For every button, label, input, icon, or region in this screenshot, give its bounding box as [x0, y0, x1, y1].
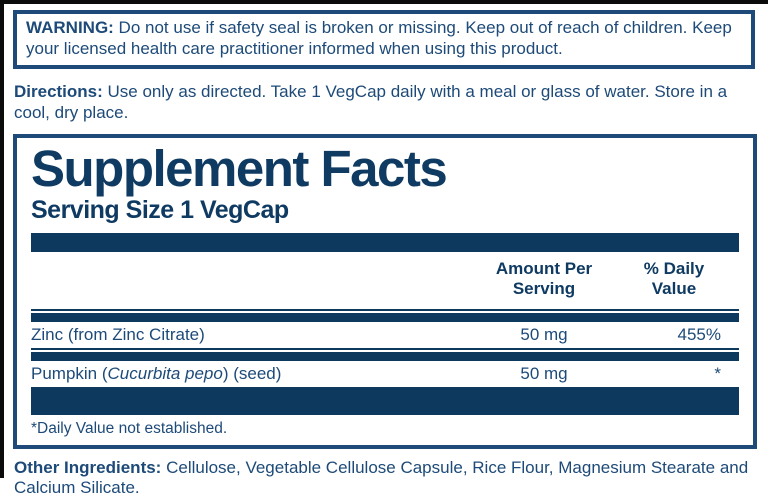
- table-row-pumpkin: Pumpkin (Cucurbita pepo) (seed) 50 mg *: [31, 361, 739, 387]
- directions-label: Directions:: [14, 82, 103, 102]
- ingredient-amount: 50 mg: [520, 324, 568, 344]
- warning-text: Do not use if safety seal is broken or m…: [26, 18, 732, 58]
- divider-bar-mid: [31, 347, 739, 361]
- other-ingredients-label: Other Ingredients:: [14, 457, 162, 477]
- ingredient-amount: 50 mg: [520, 363, 568, 383]
- supplement-facts-title: Supplement Facts: [31, 139, 448, 197]
- ingredient-daily-value: *: [714, 363, 721, 383]
- column-header-percent-daily-value: % Daily Value: [643, 259, 705, 299]
- divider-bar-header: [31, 308, 739, 322]
- ingredient-name: Zinc (from Zinc Citrate): [31, 324, 205, 344]
- ingredient-name: Pumpkin (Cucurbita pepo) (seed): [31, 363, 282, 383]
- column-header-amount-per-serving: Amount Per Serving: [495, 259, 593, 299]
- ingredient-daily-value: 455%: [677, 324, 721, 344]
- serving-size: Serving Size 1 VegCap: [31, 195, 289, 224]
- directions-text: Use only as directed. Take 1 VegCap dail…: [14, 82, 728, 123]
- other-ingredients: Other Ingredients: Cellulose, Vegetable …: [14, 458, 752, 499]
- divider-bar-bottom: [31, 386, 739, 415]
- supplement-facts-panel: Supplement Facts Serving Size 1 VegCap A…: [13, 133, 757, 449]
- table-header-row: Amount Per Serving % Daily Value: [31, 252, 739, 308]
- daily-value-footnote: *Daily Value not established.: [31, 419, 228, 437]
- warning-box: WARNING: Do not use if safety seal is br…: [13, 10, 755, 70]
- table-row-zinc: Zinc (from Zinc Citrate) 50 mg 455%: [31, 322, 739, 348]
- directions: Directions: Use only as directed. Take 1…: [14, 82, 752, 123]
- divider-bar-top: [31, 233, 739, 253]
- warning-label: WARNING:: [26, 18, 114, 37]
